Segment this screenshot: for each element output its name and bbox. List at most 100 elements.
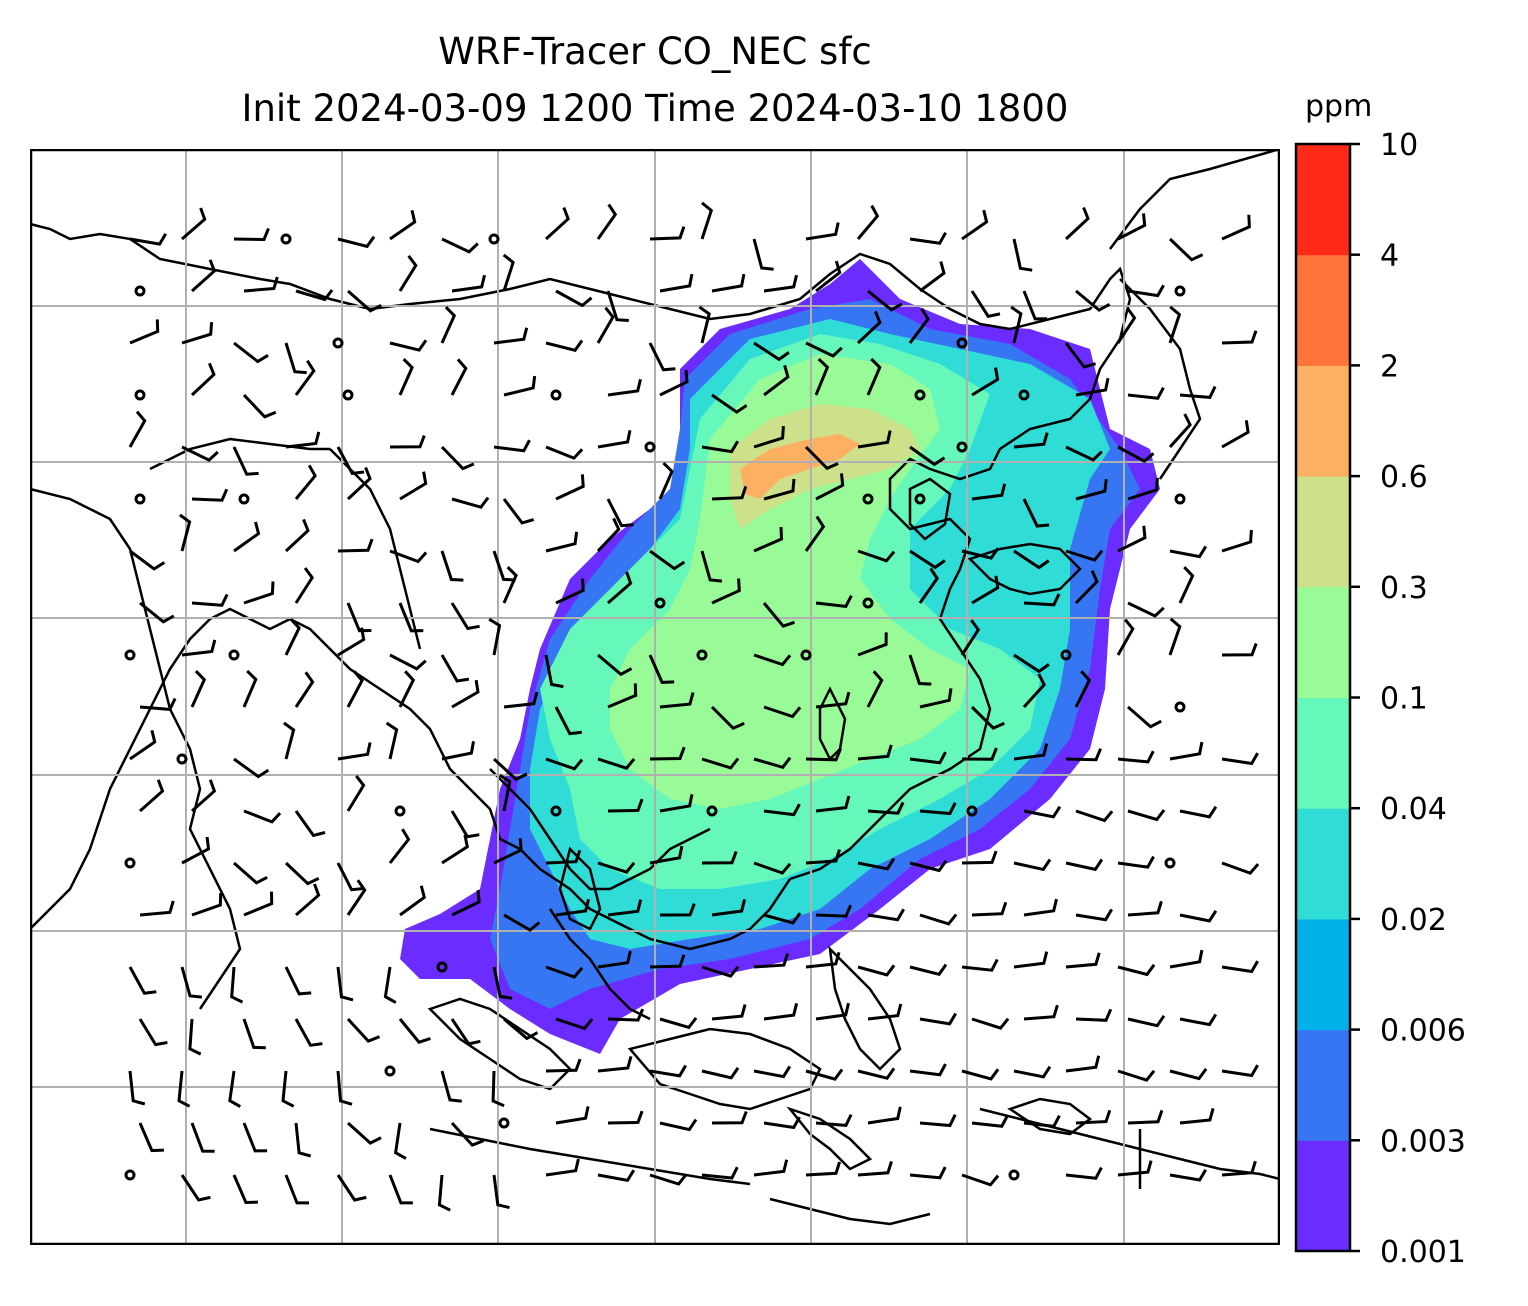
wind-barb xyxy=(555,898,590,917)
wind-barb xyxy=(1221,420,1250,449)
wind-barb xyxy=(138,1018,168,1047)
wind-barb xyxy=(763,478,796,501)
wind-barb xyxy=(233,861,268,885)
wind-barb xyxy=(649,746,686,761)
wind-barb xyxy=(711,485,748,501)
wind-barb xyxy=(491,1070,505,1108)
wind-barb xyxy=(450,602,480,631)
wind-barb xyxy=(1013,1065,1052,1079)
wind-barb xyxy=(1022,498,1050,528)
wind-barb xyxy=(1065,748,1102,762)
wind-barb xyxy=(1127,601,1165,618)
wind-barb xyxy=(753,756,792,770)
wind-barb xyxy=(1023,805,1062,819)
wind-barb xyxy=(1169,1068,1208,1081)
wind-barb xyxy=(1168,617,1182,656)
wind-barb xyxy=(233,521,261,553)
colorbar-band-4 xyxy=(1296,697,1350,809)
wind-barb xyxy=(389,653,427,671)
wind-barb xyxy=(190,362,216,397)
colorbar-tick-label: 0.6 xyxy=(1380,460,1428,495)
wind-barb xyxy=(191,779,217,813)
wind-barb xyxy=(545,849,582,865)
wind-barb xyxy=(919,261,946,293)
wind-barb xyxy=(1075,479,1108,501)
wind-barb xyxy=(1013,743,1049,761)
wind-barb xyxy=(1075,1109,1112,1125)
wind-barb xyxy=(1065,445,1103,462)
wind-barb xyxy=(753,653,792,667)
wind-barb xyxy=(440,550,464,582)
wind-barb xyxy=(867,1003,903,1021)
wind-barb xyxy=(909,751,947,765)
wind-barb xyxy=(857,632,888,657)
wind-barb xyxy=(971,575,1000,605)
wind-barb xyxy=(451,889,481,917)
wind-barb xyxy=(1169,741,1204,761)
wind-barb xyxy=(763,1116,801,1130)
wind-barb xyxy=(596,203,618,240)
wind-barb xyxy=(597,653,633,677)
wind-barb xyxy=(281,1070,295,1108)
map-title-line1: WRF-Tracer CO_NEC sfc xyxy=(438,30,872,73)
calm-wind-marker xyxy=(706,805,718,817)
wind-barb xyxy=(857,1160,893,1177)
wind-barb xyxy=(492,1174,510,1210)
wind-barb xyxy=(649,1173,688,1186)
wind-barb xyxy=(393,1122,407,1160)
wind-barb xyxy=(659,1016,698,1030)
calm-wind-marker xyxy=(134,389,146,401)
wind-barb xyxy=(232,1174,258,1205)
wind-barb xyxy=(1075,908,1113,922)
wind-barb xyxy=(502,253,515,292)
wind-barb xyxy=(294,567,315,604)
wind-barb xyxy=(1179,385,1217,399)
wind-barb xyxy=(711,1004,747,1021)
wind-barb xyxy=(961,958,999,972)
wind-barb xyxy=(398,602,424,633)
wind-barb xyxy=(1117,750,1155,764)
wind-barb xyxy=(346,1017,381,1043)
calm-wind-marker xyxy=(124,649,136,661)
wind-barb xyxy=(1127,1014,1166,1028)
wind-barb xyxy=(1065,1055,1101,1073)
wind-barb xyxy=(857,549,896,563)
calm-wind-marker xyxy=(1060,649,1072,661)
wind-barb xyxy=(337,627,366,657)
wind-barb xyxy=(388,1174,413,1205)
wind-barb xyxy=(451,496,490,509)
wind-barb xyxy=(1023,593,1061,607)
calm-wind-marker xyxy=(1174,493,1186,505)
wind-barb xyxy=(492,966,513,1000)
colorbar-unit: ppm xyxy=(1305,89,1372,124)
calm-wind-marker xyxy=(228,649,240,661)
wind-barb xyxy=(1127,386,1165,400)
wind-barb xyxy=(607,1008,645,1022)
wind-barb xyxy=(399,885,427,917)
wind-barb xyxy=(1168,305,1182,344)
wind-barb xyxy=(294,1122,312,1158)
wind-barb xyxy=(129,233,167,246)
wind-barb xyxy=(191,892,223,917)
wind-barb xyxy=(753,341,790,362)
wind-barb xyxy=(441,741,475,761)
calm-wind-marker xyxy=(124,1169,136,1181)
wind-barb xyxy=(398,358,414,396)
wind-barb xyxy=(970,705,1005,730)
wind-barb xyxy=(555,1106,590,1125)
wind-barb xyxy=(554,706,582,736)
wind-barb xyxy=(398,670,416,708)
colorbar: ppm 0.001 0.003 0.006 0.02 0.04 0.1 0.3 0.6 2 4 10 xyxy=(1294,89,1466,1270)
wind-barb xyxy=(711,393,748,414)
wind-barb xyxy=(857,744,893,761)
wind-barb xyxy=(918,567,940,604)
wind-barb xyxy=(243,276,279,293)
map-title-line2: Init 2024-03-09 1200 Time 2024-03-10 180… xyxy=(241,87,1069,130)
wind-barb xyxy=(701,1166,739,1180)
wind-barb xyxy=(128,1070,146,1106)
wind-barb xyxy=(337,538,374,553)
wind-barb xyxy=(919,802,957,816)
wind-barb xyxy=(1117,855,1155,869)
wind-barb xyxy=(488,617,502,656)
wind-barb xyxy=(1117,963,1156,977)
